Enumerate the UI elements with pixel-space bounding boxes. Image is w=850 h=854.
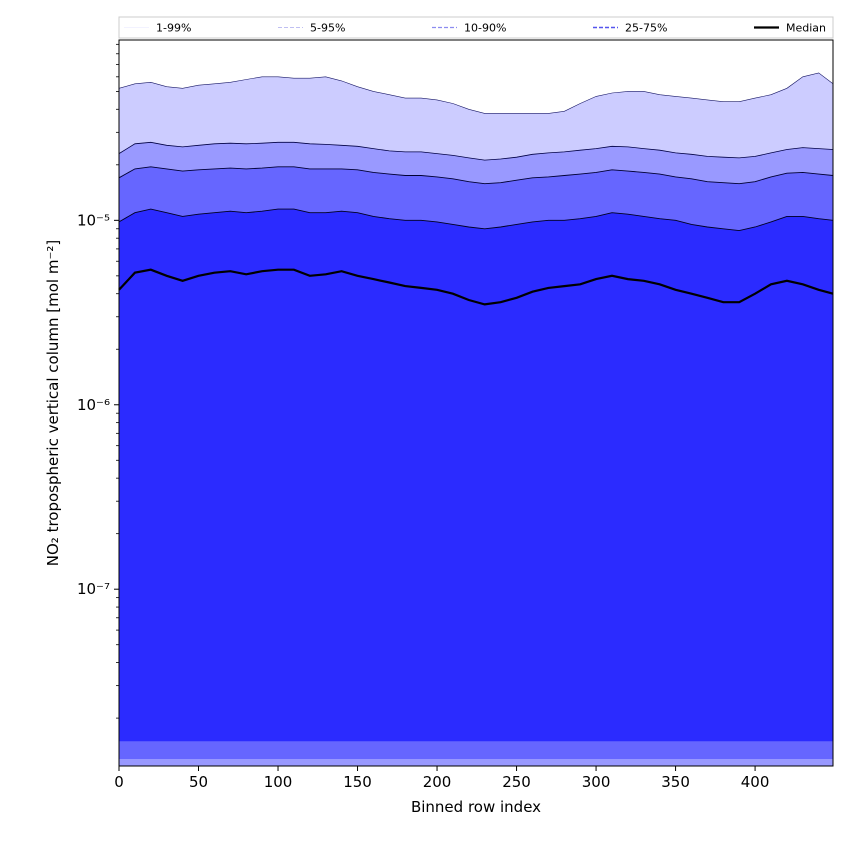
x-tick-label: 0 bbox=[114, 773, 124, 791]
x-tick-label: 350 bbox=[661, 773, 690, 791]
legend: 1-99% 5-95% 10-90% 25-75% Median bbox=[118, 16, 834, 39]
series-layer bbox=[118, 72, 834, 306]
axes-layer bbox=[118, 39, 834, 767]
legend-label: Median bbox=[786, 22, 826, 35]
legend-box bbox=[118, 16, 834, 39]
legend-label: 5-95% bbox=[310, 22, 345, 35]
plot-frame bbox=[118, 39, 834, 767]
x-tick-label: 300 bbox=[582, 773, 611, 791]
legend-label: 25-75% bbox=[625, 22, 667, 35]
x-tick-label: 200 bbox=[423, 773, 452, 791]
y-axis-label: NO₂ tropospheric vertical column [mol m⁻… bbox=[44, 240, 62, 566]
series-line-99pct bbox=[118, 72, 834, 114]
y-tick-label: 10⁻⁵ bbox=[77, 211, 110, 229]
y-tick-label: 10⁻⁶ bbox=[77, 396, 110, 414]
series-line-95pct bbox=[118, 141, 834, 161]
x-tick-label: 250 bbox=[502, 773, 531, 791]
series-line-75pct bbox=[118, 208, 834, 232]
x-tick-label: 150 bbox=[343, 773, 372, 791]
x-tick-label: 400 bbox=[741, 773, 770, 791]
x-tick-label: 50 bbox=[189, 773, 208, 791]
band-25-75 bbox=[119, 209, 833, 742]
y-tick-label: 10⁻⁷ bbox=[77, 580, 110, 598]
series-line-median bbox=[118, 268, 834, 306]
band-top-cap bbox=[119, 40, 833, 114]
x-tick-label: 100 bbox=[264, 773, 293, 791]
legend-label: 10-90% bbox=[464, 22, 506, 35]
x-axis-label: Binned row index bbox=[411, 798, 541, 816]
bands-layer bbox=[119, 40, 833, 767]
ticks-layer: 0 50 100 150 200 250 300 350 400 10⁻⁷ 10⁻⁶ 10⁻⁵ bbox=[77, 43, 770, 791]
legend-label: 1-99% bbox=[156, 22, 191, 35]
series-line-90pct bbox=[118, 166, 834, 185]
